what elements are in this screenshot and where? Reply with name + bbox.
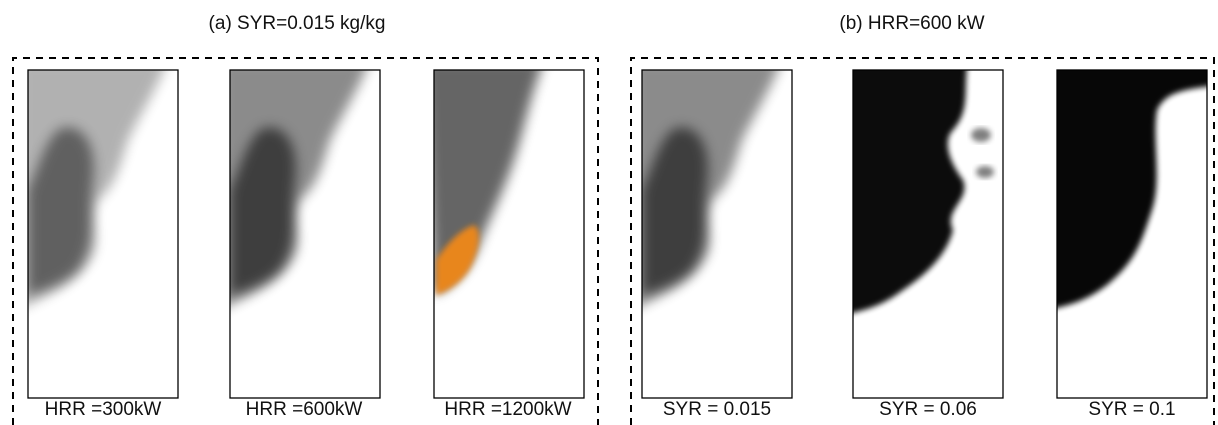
image-caption: HRR =1200kW: [444, 399, 571, 420]
panel-title: (a) SYR=0.015 kg/kg: [209, 13, 386, 34]
image-caption: HRR =300kW: [45, 399, 162, 420]
image-caption: SYR = 0.06: [879, 399, 977, 420]
smoke-image: [433, 69, 585, 399]
panel-border: [630, 57, 1215, 425]
smoke-image: [27, 69, 179, 399]
image-caption: SYR = 0.015: [663, 399, 771, 420]
panel-border: [12, 57, 599, 425]
smoke-image: [852, 69, 1004, 399]
smoke-image: [641, 69, 793, 399]
smoke-image: [229, 69, 381, 399]
image-caption: HRR =600kW: [246, 399, 363, 420]
image-caption: SYR = 0.1: [1088, 399, 1175, 420]
panel-title: (b) HRR=600 kW: [839, 13, 984, 34]
smoke-image: [1056, 69, 1208, 399]
